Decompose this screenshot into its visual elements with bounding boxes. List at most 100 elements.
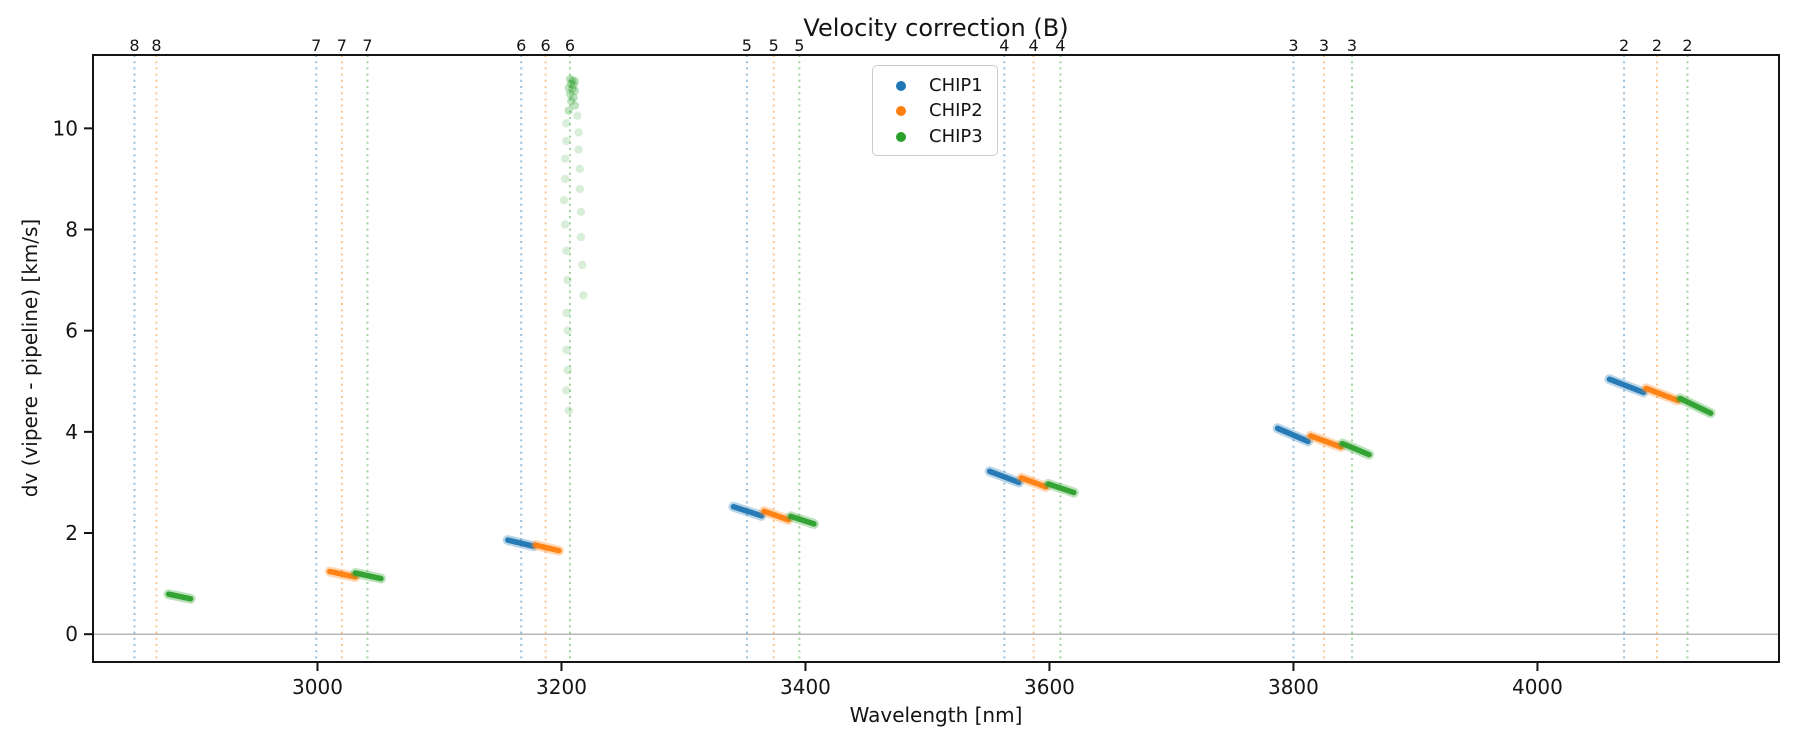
- outlier-head-point: [570, 101, 580, 110]
- legend-label: CHIP2: [929, 100, 983, 122]
- data-segment: [165, 591, 194, 602]
- data-segment: [730, 503, 765, 519]
- order-number-label: 3: [1319, 36, 1329, 55]
- data-segment: [1307, 433, 1344, 450]
- outlier-head-point: [569, 93, 578, 102]
- outlier-head-point: [570, 86, 580, 96]
- y-tick-label: 8: [65, 218, 78, 242]
- order-number-label: 5: [769, 36, 779, 55]
- y-tick-label: 6: [65, 319, 78, 343]
- data-segment: [352, 570, 384, 582]
- order-number-label: 6: [565, 36, 575, 55]
- order-number-label: 4: [999, 36, 1009, 55]
- order-number-label: 2: [1682, 36, 1692, 55]
- outlier-point: [562, 136, 571, 146]
- outlier-point: [560, 174, 570, 184]
- order-number-label: 3: [1288, 36, 1298, 55]
- order-number-label: 7: [311, 36, 321, 55]
- outlier-head-point: [567, 79, 576, 89]
- y-tick-label: 10: [53, 116, 78, 140]
- data-segment: [1339, 440, 1372, 458]
- data-segment: [326, 568, 359, 580]
- data-segment: [1018, 475, 1049, 490]
- order-number-label: 8: [151, 36, 161, 55]
- data-segment: [1274, 425, 1311, 445]
- x-tick-label: 3400: [780, 675, 831, 699]
- outlier-point: [563, 326, 572, 335]
- data-segment: [788, 513, 817, 527]
- x-axis-label: Wavelength [nm]: [849, 703, 1023, 727]
- plot-spines: [92, 54, 1780, 663]
- order-number-label: 8: [129, 36, 139, 55]
- outlier-head-point: [567, 96, 576, 106]
- data-segment: [986, 468, 1022, 486]
- outlier-point: [563, 275, 572, 285]
- data-segment: [505, 537, 537, 549]
- outlier-head-point: [569, 80, 578, 90]
- order-number-label: 7: [362, 36, 372, 55]
- outlier-point: [578, 260, 587, 270]
- order-number-label: 3: [1347, 36, 1357, 55]
- order-number-label: 5: [742, 36, 752, 55]
- x-tick-label: 3800: [1268, 675, 1319, 699]
- outlier-head-point: [570, 77, 580, 86]
- outlier-point: [562, 386, 571, 395]
- order-number-label: 6: [541, 36, 551, 55]
- data-segment: [761, 508, 792, 523]
- legend-item-chip1: CHIP1: [873, 73, 997, 99]
- outlier-point: [579, 291, 588, 300]
- legend-label: CHIP3: [929, 125, 983, 147]
- outlier-point: [574, 128, 583, 137]
- outlier-point: [575, 164, 584, 174]
- y-tick-label: 2: [65, 521, 78, 545]
- outlier-point: [560, 220, 570, 229]
- outlier-point: [563, 365, 572, 375]
- order-number-label: 2: [1652, 36, 1662, 55]
- data-segment: [1643, 385, 1681, 404]
- chart-title: Velocity correction (B): [803, 14, 1069, 42]
- x-tick-label: 3000: [292, 675, 343, 699]
- outlier-point: [573, 111, 582, 120]
- outlier-point: [559, 195, 569, 205]
- data-segment: [1045, 481, 1077, 496]
- y-tick-label: 4: [65, 420, 78, 444]
- outlier-point: [564, 406, 573, 415]
- outlier-head-point: [565, 89, 575, 99]
- order-number-label: 4: [1029, 36, 1039, 55]
- y-axis-label: dv (vipere - pipeline) [km/s]: [18, 218, 42, 498]
- legend-label: CHIP1: [929, 74, 983, 96]
- order-number-label: 4: [1055, 36, 1065, 55]
- data-segment: [1677, 395, 1714, 416]
- order-number-label: 7: [337, 36, 347, 55]
- outlier-point: [562, 119, 571, 128]
- x-tick-label: 3200: [536, 675, 587, 699]
- order-number-label: 2: [1619, 36, 1629, 55]
- x-tick-label: 3600: [1024, 675, 1075, 699]
- data-segment: [1606, 376, 1647, 396]
- legend-marker-icon: [896, 80, 906, 91]
- outlier-point: [562, 345, 571, 355]
- outlier-point: [560, 154, 570, 163]
- order-number-label: 6: [516, 36, 526, 55]
- legend-item-chip2: CHIP2: [873, 99, 997, 125]
- outlier-point: [562, 308, 571, 318]
- outlier-point: [574, 145, 583, 154]
- y-tick-label: 0: [65, 622, 78, 646]
- data-segment: [533, 542, 562, 554]
- outlier-head-point: [564, 106, 573, 115]
- outlier-point: [575, 184, 584, 194]
- outlier-point: [576, 232, 586, 242]
- outlier-head-point: [568, 76, 577, 85]
- x-tick-label: 4000: [1512, 675, 1563, 699]
- outlier-point: [576, 207, 586, 217]
- outlier-head-point: [568, 84, 577, 94]
- order-number-label: 5: [794, 36, 804, 55]
- outlier-head-point: [564, 83, 573, 93]
- legend: CHIP1 CHIP2 CHIP3: [872, 65, 998, 156]
- legend-item-chip3: CHIP3: [873, 124, 997, 150]
- outlier-head-point: [565, 75, 575, 84]
- legend-marker-icon: [896, 106, 906, 117]
- outlier-point: [562, 246, 571, 255]
